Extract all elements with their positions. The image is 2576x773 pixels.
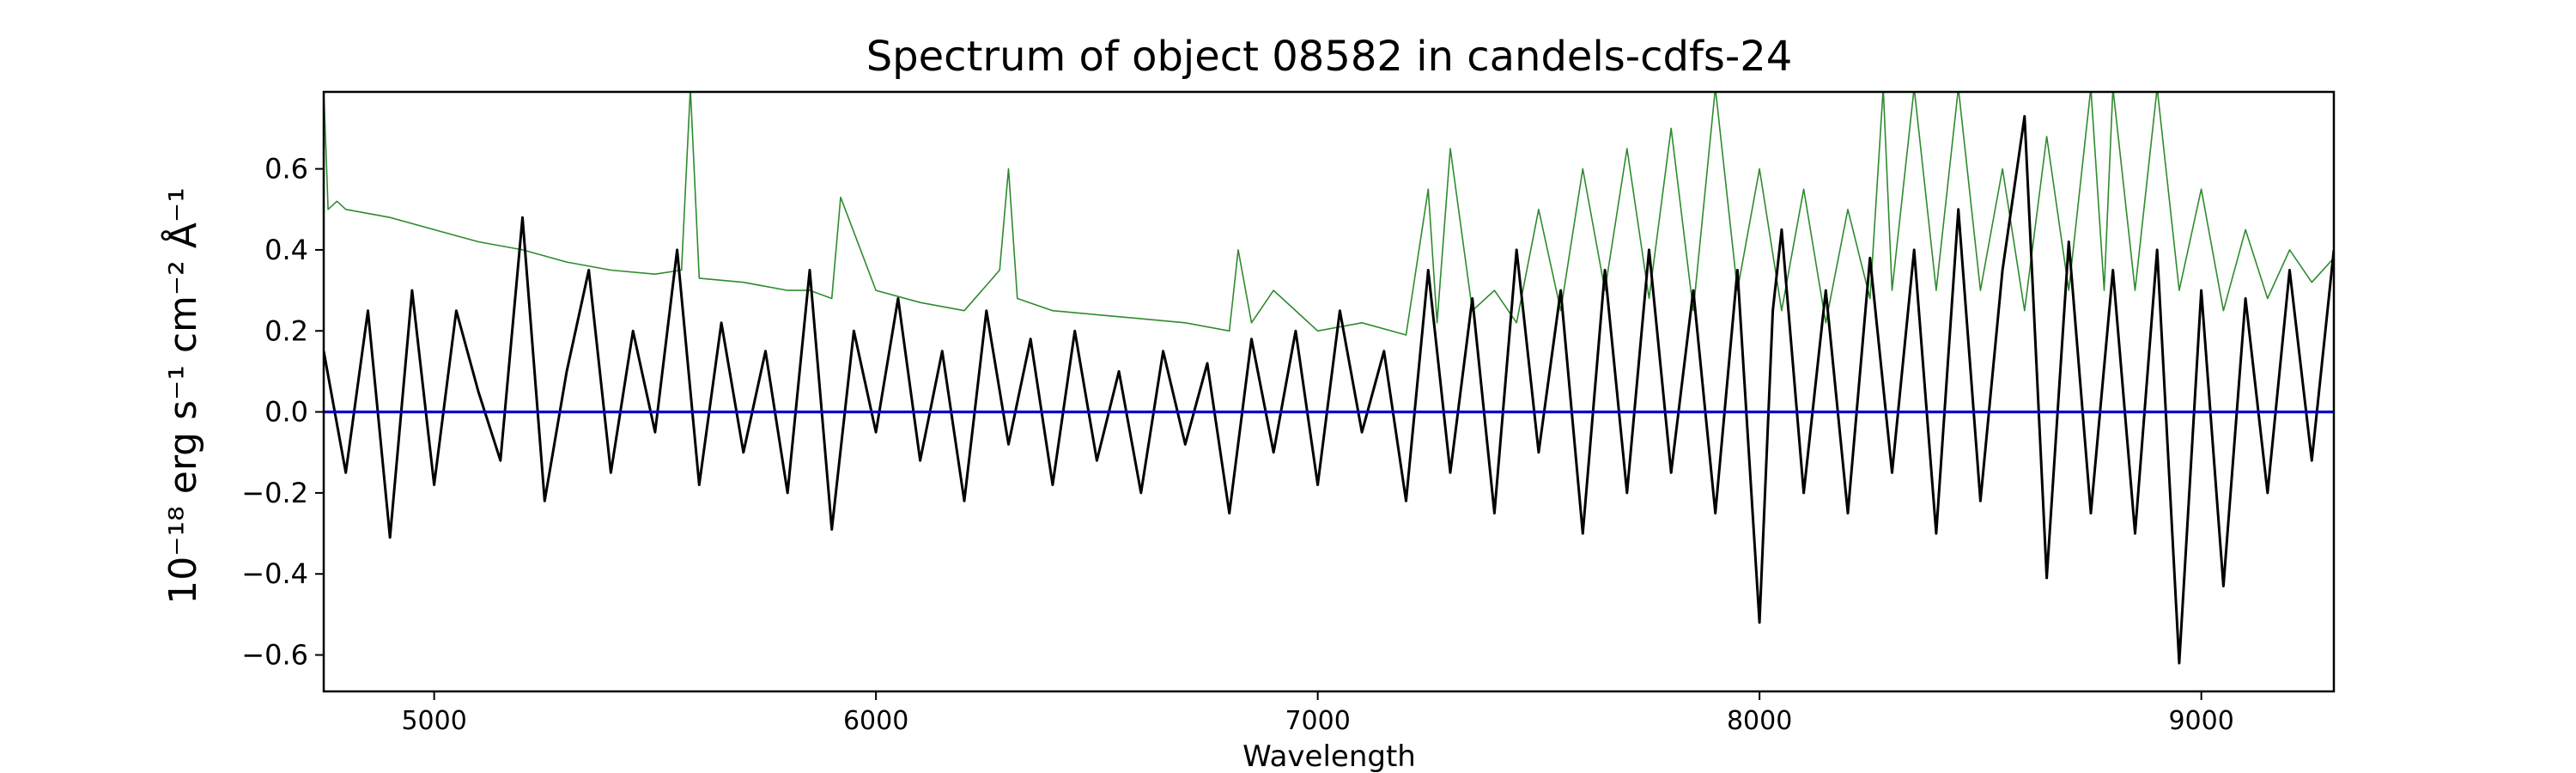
x-axis-label: Wavelength <box>1242 740 1416 773</box>
error-series-line <box>324 92 2334 336</box>
chart-title: Spectrum of object 08582 in candels-cdfs… <box>866 33 1793 81</box>
x-tick-label: 8000 <box>1727 706 1792 736</box>
y-tick-label: −0.2 <box>241 477 308 509</box>
x-tick-label: 7000 <box>1285 706 1350 736</box>
y-tick-label: 0.4 <box>264 234 308 266</box>
y-tick-label: −0.6 <box>241 639 308 672</box>
plot-frame <box>322 90 2336 693</box>
y-tick-label: 0.0 <box>264 396 308 429</box>
x-tick-label: 9000 <box>2168 706 2233 736</box>
y-tick-label: 0.2 <box>264 314 308 347</box>
x-tick-label: 5000 <box>401 706 466 736</box>
y-tick-label: 0.6 <box>264 153 308 186</box>
x-tick-label: 6000 <box>843 706 908 736</box>
flux-series-line <box>324 114 2334 665</box>
y-axis-label: 10⁻¹⁸ erg s⁻¹ cm⁻² Å⁻¹ <box>160 187 205 604</box>
y-tick-label: −0.4 <box>241 557 308 590</box>
